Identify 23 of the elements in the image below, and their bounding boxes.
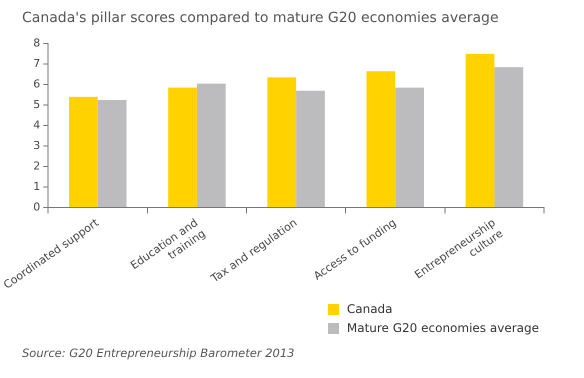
- y-tick-label: 6: [33, 77, 40, 90]
- legend-label: Canada: [346, 302, 393, 316]
- bar: [267, 77, 296, 208]
- bar: [494, 67, 524, 208]
- y-tick-label: 5: [33, 98, 40, 111]
- bar: [98, 100, 127, 208]
- y-tick-label: 2: [33, 159, 40, 172]
- y-tick-label: 8: [33, 36, 40, 50]
- bar: [69, 96, 98, 208]
- y-tick-label: 7: [33, 56, 40, 70]
- y-tick-label: 3: [33, 138, 40, 152]
- bar: [466, 54, 494, 208]
- bar: [296, 90, 325, 208]
- y-tick-label: 1: [33, 180, 40, 193]
- chart-title: Canada's pillar scores compared to mature G20 economies average: [21, 9, 500, 28]
- legend-label: Mature G20 economies average: [346, 321, 539, 335]
- y-tick-label: 0: [33, 200, 40, 214]
- y-tick-label: 4: [33, 118, 40, 132]
- bar: [196, 84, 226, 208]
- source-note: Source: G20 Entrepreneurship Barometer 2013: [21, 345, 296, 360]
- bar: [395, 88, 424, 208]
- bar: [366, 71, 396, 208]
- bar: [168, 88, 197, 208]
